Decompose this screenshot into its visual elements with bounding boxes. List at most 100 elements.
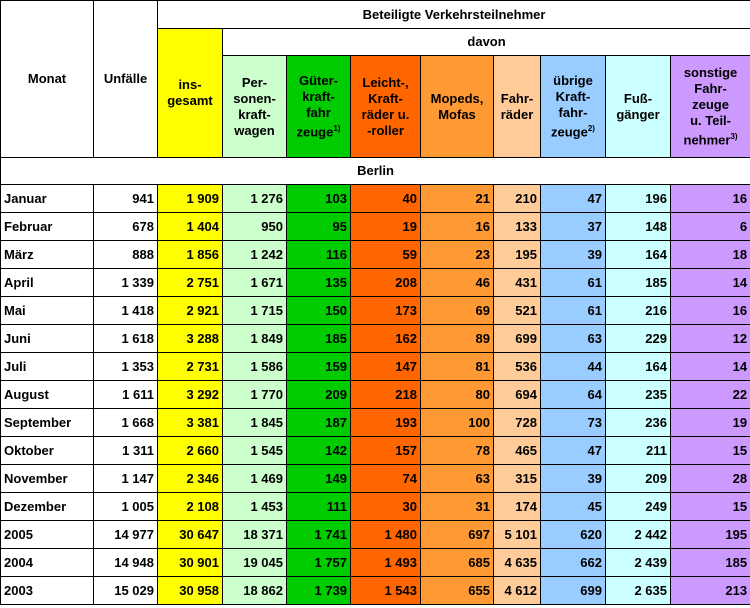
data-cell: 44 xyxy=(540,352,606,381)
data-cell: 31 xyxy=(420,492,494,521)
header-line: Güter- xyxy=(299,72,338,88)
data-cell: 39 xyxy=(540,240,606,269)
data-cell: 2 751 xyxy=(157,268,223,297)
data-cell: 148 xyxy=(605,212,671,241)
data-cell: 47 xyxy=(540,436,606,465)
header-line: zeuge xyxy=(692,96,729,112)
header-line: sonen- xyxy=(233,90,276,106)
data-cell: 15 xyxy=(669,492,750,521)
header-line: Kraft- xyxy=(368,90,403,106)
data-cell: 159 xyxy=(286,352,351,381)
row-label: Dezember xyxy=(0,492,94,521)
header-line: Monat xyxy=(27,71,67,86)
data-cell: 1 715 xyxy=(222,296,287,325)
data-cell: 61 xyxy=(540,268,606,297)
header-cell: übrige Kraft-fahr-zeuge2) xyxy=(540,55,606,158)
data-cell: 229 xyxy=(605,324,671,353)
data-cell: 80 xyxy=(420,380,494,409)
footnote-mark: 1) xyxy=(333,123,341,133)
data-cell: 39 xyxy=(540,464,606,493)
data-row: Oktober 1 311 2 660 1 545 142 157 78 465 47 211 15 xyxy=(0,436,750,465)
data-cell: 210 xyxy=(493,184,541,213)
header-line: wagen xyxy=(234,122,275,138)
data-cell: 1 404 xyxy=(157,212,223,241)
header-line: Fuß- xyxy=(623,90,653,106)
header-line: Mofas xyxy=(438,106,476,122)
row-label: Februar xyxy=(0,212,94,241)
data-row: Dezember 1 005 2 108 1 453 111 30 31 174 45 249 15 xyxy=(0,492,750,521)
data-cell: 1 770 xyxy=(222,380,287,409)
data-cell: 63 xyxy=(540,324,606,353)
header-line: Mopeds, xyxy=(430,90,484,106)
row-label: September xyxy=(0,408,94,437)
data-cell: 1 545 xyxy=(222,436,287,465)
data-cell: 888 xyxy=(93,240,158,269)
data-cell: 1 611 xyxy=(93,380,158,409)
header-cell: Fahr-räder xyxy=(493,55,541,158)
data-cell: 95 xyxy=(286,212,351,241)
data-cell: 162 xyxy=(350,324,421,353)
header-line: Fahr- xyxy=(500,90,534,106)
data-cell: 2 442 xyxy=(605,520,671,549)
data-cell: 1 668 xyxy=(93,408,158,437)
data-cell: 2 731 xyxy=(157,352,223,381)
section-title: Berlin xyxy=(0,157,750,185)
data-cell: 4 612 xyxy=(493,576,541,605)
data-cell: 208 xyxy=(350,268,421,297)
data-cell: 699 xyxy=(493,324,541,353)
data-cell: 1 849 xyxy=(222,324,287,353)
data-cell: 185 xyxy=(286,324,351,353)
subgroup-title: davon xyxy=(221,28,750,56)
header-line: räder xyxy=(500,106,534,122)
data-cell: 164 xyxy=(605,352,671,381)
data-cell: 19 xyxy=(350,212,421,241)
header-cell: Unfälle xyxy=(93,0,158,158)
row-label: Januar xyxy=(0,184,94,213)
data-cell: 699 xyxy=(540,576,606,605)
data-cell: 19 xyxy=(669,408,750,437)
data-cell: 30 901 xyxy=(157,548,223,577)
data-cell: 14 xyxy=(669,268,750,297)
data-cell: 195 xyxy=(669,520,750,549)
data-cell: 1 909 xyxy=(157,184,223,213)
data-cell: 100 xyxy=(420,408,494,437)
row-label: 2005 xyxy=(0,520,94,549)
data-cell: 19 045 xyxy=(222,548,287,577)
group-title: Beteiligte Verkehrsteilnehmer xyxy=(156,0,750,29)
row-label: 2004 xyxy=(0,548,94,577)
row-label: Juni xyxy=(0,324,94,353)
data-cell: 662 xyxy=(540,548,606,577)
data-cell: 196 xyxy=(605,184,671,213)
data-cell: 216 xyxy=(605,296,671,325)
header-cell: sonstige Fahr-zeuge u. Teil-nehmer3) xyxy=(669,55,750,158)
data-cell: 1 757 xyxy=(286,548,351,577)
data-cell: 22 xyxy=(669,380,750,409)
data-cell: 1 311 xyxy=(93,436,158,465)
data-cell: 164 xyxy=(605,240,671,269)
row-label: Oktober xyxy=(0,436,94,465)
header-cell: Per-sonen-kraft-wagen xyxy=(222,55,287,158)
data-cell: 74 xyxy=(350,464,421,493)
data-cell: 465 xyxy=(493,436,541,465)
data-row: August 1 611 3 292 1 770 209 218 80 694 64 235 22 xyxy=(0,380,750,409)
data-cell: 209 xyxy=(605,464,671,493)
header-line: gesamt xyxy=(167,93,213,108)
data-cell: 103 xyxy=(286,184,351,213)
header-row: ins-gesamt davon xyxy=(1,28,750,158)
data-cell: 213 xyxy=(669,576,750,605)
data-cell: 15 xyxy=(669,436,750,465)
data-cell: 15 029 xyxy=(93,576,158,605)
header-line: zeuge2) xyxy=(551,123,595,140)
data-row: September 1 668 3 381 1 845 187 193 100 728 73 23… xyxy=(0,408,750,437)
header-line: fahr- xyxy=(558,104,588,120)
row-label: April xyxy=(0,268,94,297)
header-line: Kraft- xyxy=(555,88,591,104)
header-cell: Güter-kraft-fahr zeuge1) xyxy=(286,55,351,158)
header-line: gänger xyxy=(616,106,660,122)
data-cell: 63 xyxy=(420,464,494,493)
data-cell: 236 xyxy=(605,408,671,437)
data-cell: 235 xyxy=(605,380,671,409)
data-cell: 315 xyxy=(493,464,541,493)
